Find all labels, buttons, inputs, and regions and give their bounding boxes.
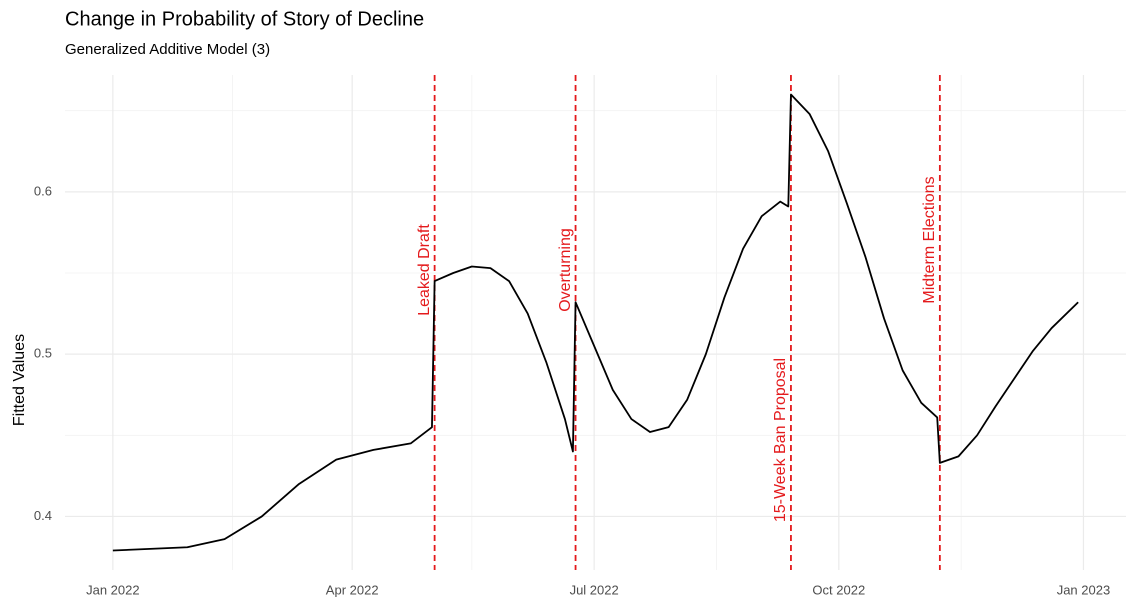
event-label: Midterm Elections	[921, 176, 938, 303]
x-tick-label: Apr 2022	[326, 582, 379, 597]
event-label: Leaked Draft	[416, 224, 433, 316]
x-tick-label: Jan 2023	[1057, 582, 1111, 597]
y-tick-label: 0.5	[34, 346, 52, 361]
y-axis-title: Fitted Values	[11, 334, 28, 426]
event-label: 15-Week Ban Proposal	[772, 358, 789, 522]
chart-title: Change in Probability of Story of Declin…	[65, 8, 424, 30]
chart-subtitle: Generalized Additive Model (3)	[65, 41, 270, 58]
y-tick-label: 0.4	[34, 508, 52, 523]
y-tick-label: 0.6	[34, 183, 52, 198]
event-label: Overturning	[557, 228, 574, 312]
x-tick-label: Jan 2022	[86, 582, 140, 597]
data-line	[112, 93, 1079, 552]
x-tick-label: Oct 2022	[812, 582, 865, 597]
x-tick-label: Jul 2022	[570, 582, 619, 597]
